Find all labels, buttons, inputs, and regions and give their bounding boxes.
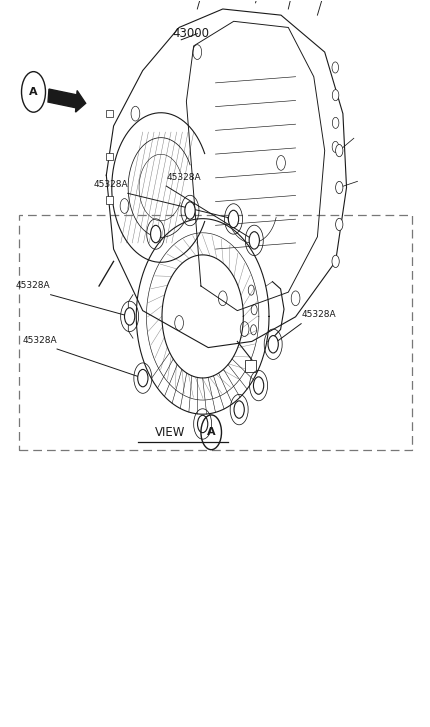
Circle shape	[197, 415, 207, 433]
Bar	[244, 360, 255, 372]
Bar	[106, 153, 113, 161]
Circle shape	[332, 141, 338, 153]
Text: 45328A: 45328A	[16, 281, 50, 290]
Circle shape	[331, 255, 338, 268]
Circle shape	[331, 62, 338, 73]
Circle shape	[253, 377, 263, 394]
Text: VIEW: VIEW	[155, 426, 185, 439]
FancyArrow shape	[48, 89, 86, 112]
Bar	[106, 110, 113, 117]
Circle shape	[233, 401, 244, 418]
Text: A: A	[206, 427, 215, 438]
Bar	[18, 215, 412, 451]
Circle shape	[335, 181, 342, 193]
Circle shape	[332, 117, 338, 129]
Circle shape	[150, 225, 160, 243]
Circle shape	[267, 336, 278, 353]
Text: 43000: 43000	[172, 28, 209, 41]
Text: 45328A: 45328A	[166, 173, 200, 182]
Text: 45328A: 45328A	[93, 180, 127, 189]
Circle shape	[335, 145, 342, 157]
Circle shape	[332, 89, 338, 101]
Text: 45328A: 45328A	[301, 310, 335, 319]
Circle shape	[249, 232, 259, 249]
Text: A: A	[29, 87, 38, 97]
Circle shape	[138, 369, 147, 387]
Circle shape	[335, 218, 342, 230]
Circle shape	[124, 308, 135, 325]
Bar	[106, 196, 113, 204]
Circle shape	[184, 202, 195, 220]
Circle shape	[228, 210, 238, 228]
Text: 45328A: 45328A	[22, 336, 57, 345]
